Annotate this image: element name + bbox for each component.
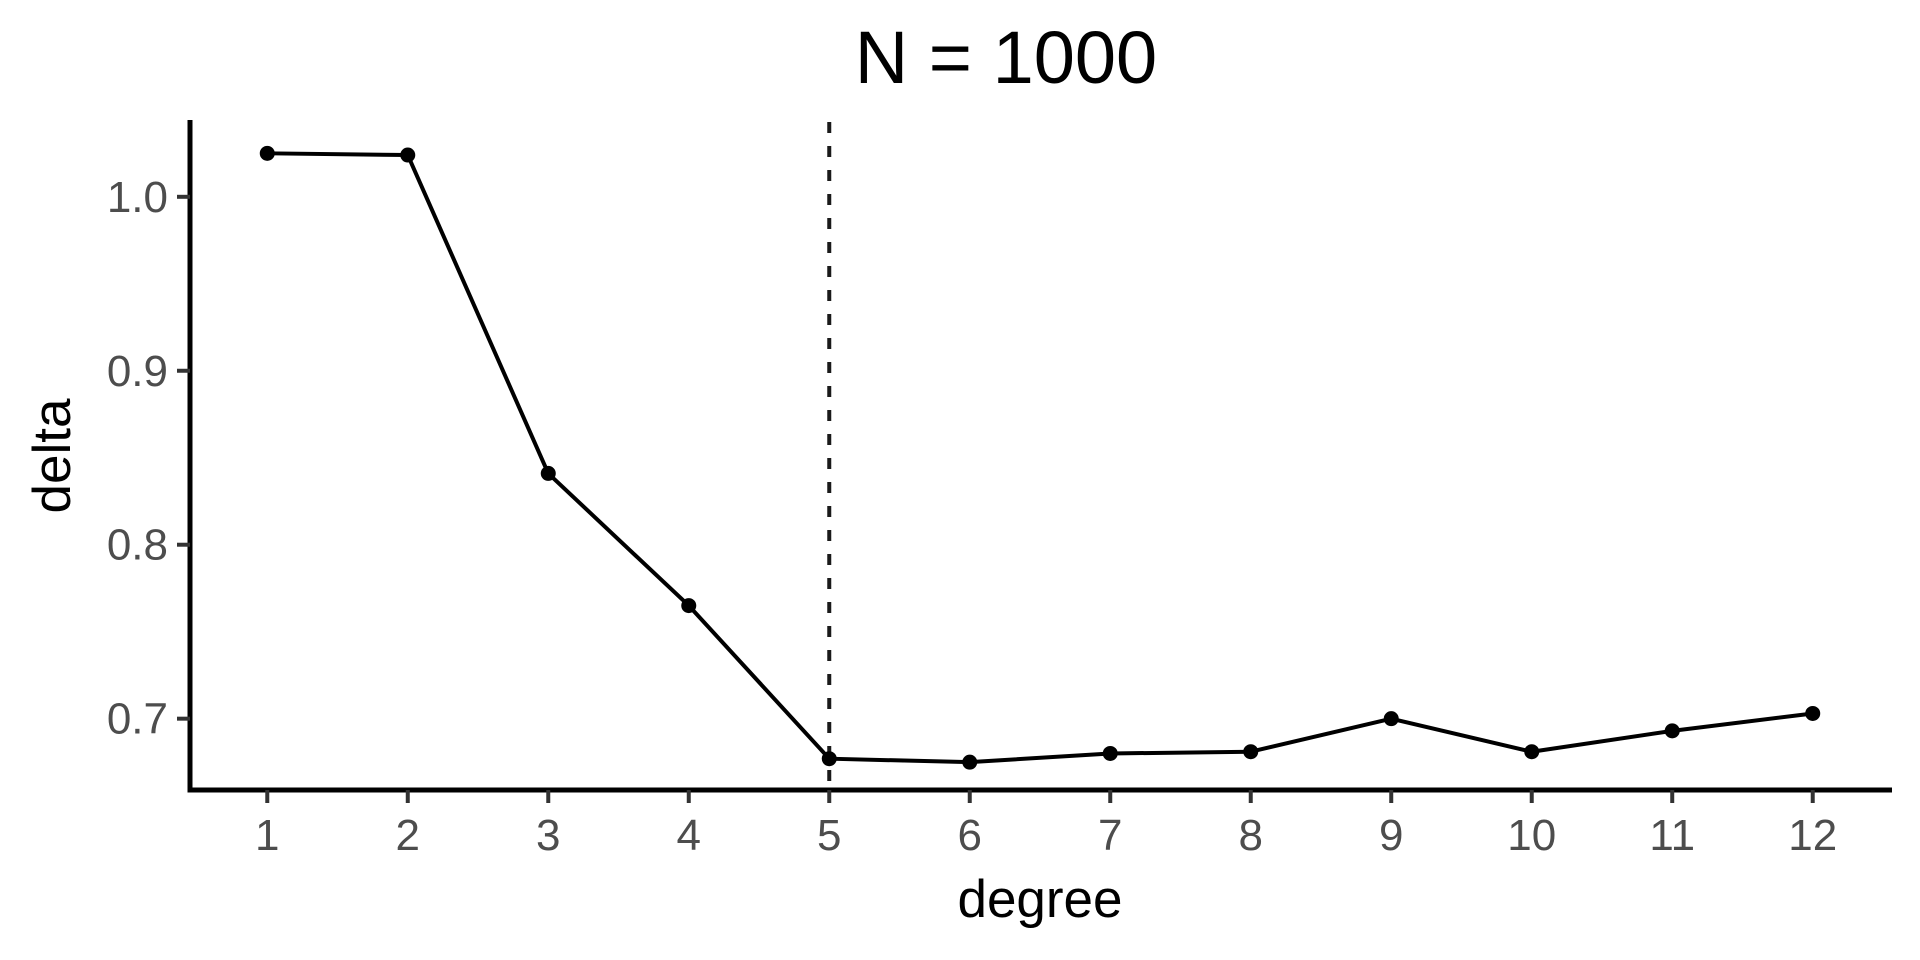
data-point — [540, 465, 556, 481]
data-point — [1524, 744, 1540, 760]
data-point — [1383, 711, 1399, 727]
y-tick-label: 1.0 — [107, 173, 168, 222]
data-point — [400, 147, 416, 163]
data-points — [259, 145, 1821, 770]
x-tick-label: 7 — [1098, 811, 1122, 860]
y-tick-label: 0.7 — [107, 695, 168, 744]
series-line — [267, 151, 1813, 765]
y-axis-ticks: 0.7 0.8 0.9 1.0 — [107, 173, 190, 744]
data-point — [1805, 705, 1821, 721]
data-point — [681, 598, 697, 614]
x-tick-label: 8 — [1239, 811, 1263, 860]
x-tick-label: 2 — [396, 811, 420, 860]
data-point — [962, 754, 978, 770]
y-tick-label: 0.8 — [107, 521, 168, 570]
x-tick-label: 1 — [255, 811, 279, 860]
chart-title: N = 1000 — [855, 16, 1157, 99]
data-point — [821, 751, 837, 767]
data-point — [1102, 745, 1118, 761]
x-tick-label: 3 — [536, 811, 560, 860]
x-tick-label: 5 — [817, 811, 841, 860]
x-tick-label: 4 — [677, 811, 701, 860]
x-axis-title: degree — [957, 870, 1122, 929]
x-tick-label: 11 — [1649, 811, 1695, 860]
y-axis-title: delta — [23, 398, 82, 513]
x-tick-label: 10 — [1507, 811, 1556, 860]
y-tick-label: 0.9 — [107, 347, 168, 396]
x-tick-label: 6 — [958, 811, 982, 860]
x-axis-ticks: 1 2 3 4 5 6 7 8 9 10 11 12 — [255, 790, 1837, 860]
x-tick-label: 9 — [1379, 811, 1403, 860]
data-point — [1664, 723, 1680, 739]
data-point — [1243, 744, 1259, 760]
data-point — [259, 145, 275, 161]
x-tick-label: 12 — [1788, 811, 1837, 860]
